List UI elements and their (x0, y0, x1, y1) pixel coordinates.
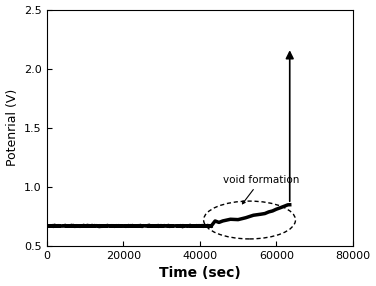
Text: void formation: void formation (223, 174, 299, 204)
X-axis label: Time (sec): Time (sec) (159, 267, 241, 281)
Y-axis label: Potenrial (V): Potenrial (V) (6, 89, 18, 166)
